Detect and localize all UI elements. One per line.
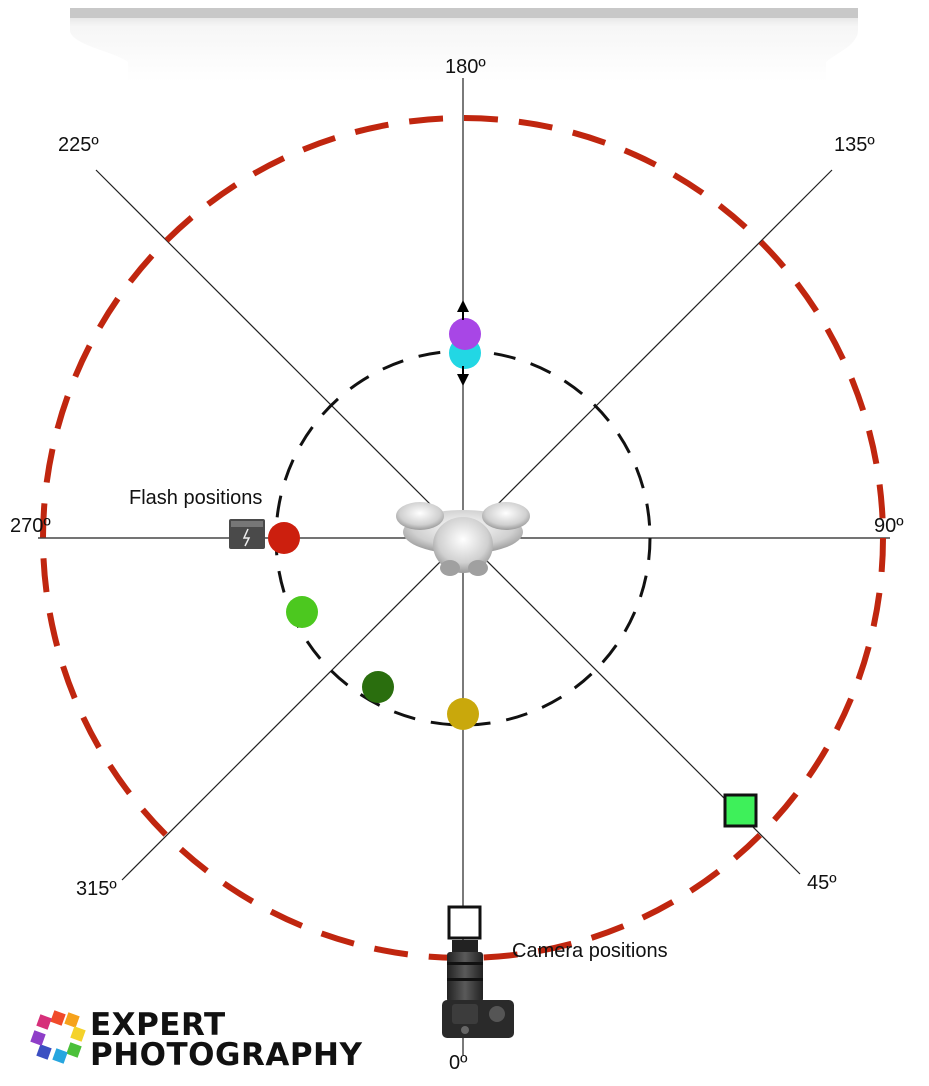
flash-dot-gold bbox=[447, 698, 479, 730]
flash-dot-purple bbox=[449, 318, 481, 350]
camera-square-0 bbox=[447, 905, 482, 940]
flash-positions-label: Flash positions bbox=[129, 487, 263, 509]
flash-dot-red bbox=[268, 522, 300, 554]
angle-label-315: 315º bbox=[76, 878, 117, 900]
outer-camera-ring bbox=[40, 115, 886, 961]
angle-label-270: 270º bbox=[10, 515, 51, 537]
camera-icon bbox=[442, 940, 514, 1038]
angle-label-225: 225º bbox=[58, 134, 99, 156]
arrow-down-icon bbox=[457, 366, 469, 386]
logo-icon bbox=[30, 1010, 86, 1064]
brand-line-1: EXPERT bbox=[90, 1007, 226, 1043]
camera-square-45 bbox=[723, 793, 758, 828]
angle-label-180: 180º bbox=[445, 56, 486, 78]
angle-label-135: 135º bbox=[834, 134, 875, 156]
arrow-up-icon bbox=[457, 300, 469, 320]
angle-label-0: 0º bbox=[449, 1052, 468, 1074]
flash-dot-light-green bbox=[286, 596, 318, 628]
angle-label-45: 45º bbox=[807, 872, 837, 894]
camera-positions-label: Camera positions bbox=[512, 940, 668, 962]
angle-label-90: 90º bbox=[874, 515, 904, 537]
brand-line-2: PHOTOGRAPHY bbox=[90, 1037, 363, 1073]
backdrop-icon bbox=[70, 8, 858, 82]
flash-dot-dark-green bbox=[362, 671, 394, 703]
flash-unit-icon bbox=[229, 519, 265, 549]
subject-hands-icon bbox=[396, 502, 530, 576]
